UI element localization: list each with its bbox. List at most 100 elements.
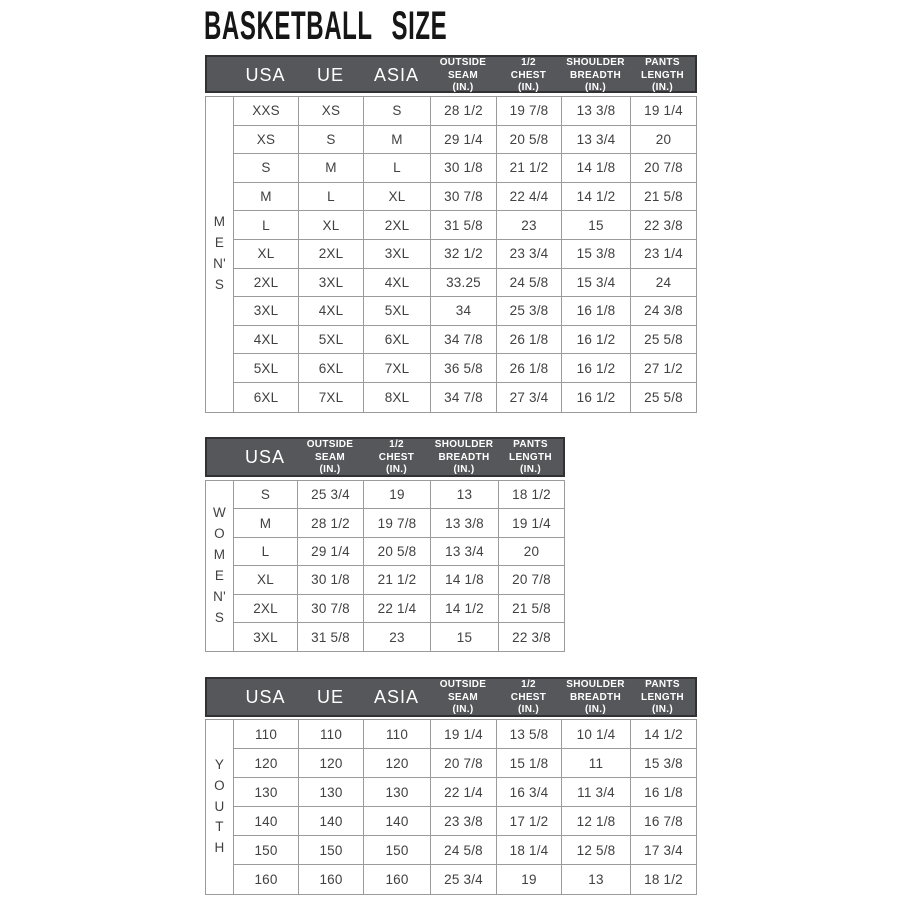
table-cell: 5XL <box>299 325 364 355</box>
table-cell: 4XL <box>234 325 299 355</box>
table-cell: 17 3/4 <box>631 836 696 865</box>
table-cell: 13 <box>562 865 631 894</box>
table-cell: 25 3/4 <box>431 865 497 894</box>
table-cell: 16 1/8 <box>631 778 696 807</box>
table-cell: 25 3/4 <box>298 481 364 510</box>
table-cell: 19 <box>497 865 562 894</box>
table-cell: 140 <box>299 807 364 836</box>
table-cell: 120 <box>299 749 364 778</box>
table-cell: XS <box>234 125 299 155</box>
table-cell: 23 <box>364 622 431 652</box>
table-cell: 23 1/4 <box>631 239 696 269</box>
column-header-shoulder: SHOULDER BREADTH (IN.) <box>434 439 494 475</box>
table-cell: 13 5/8 <box>497 720 562 749</box>
table-cell: 150 <box>234 836 299 865</box>
table-cell: 24 <box>631 268 696 298</box>
table-cell: 33.25 <box>431 268 497 298</box>
column-header-outside: OUTSIDE SEAM (IN.) <box>439 679 487 715</box>
table-cell: S <box>299 125 364 155</box>
table-cell: 13 3/4 <box>562 125 631 155</box>
table-cell: 20 5/8 <box>364 537 431 567</box>
table-cell: 20 7/8 <box>631 154 696 183</box>
table-cell: 19 1/4 <box>631 97 696 126</box>
table-cell: 16 1/2 <box>562 354 631 383</box>
table-cell: 22 1/4 <box>431 778 497 807</box>
table-cell: S <box>234 481 298 510</box>
table-cell: XL <box>299 211 364 240</box>
table-cell: 110 <box>299 720 364 749</box>
table-cell: 19 1/4 <box>499 509 564 538</box>
table-cell: 120 <box>234 749 299 778</box>
table-cell: 27 3/4 <box>497 382 562 412</box>
table-cell: 3XL <box>364 239 431 269</box>
table-cell: 19 7/8 <box>364 509 431 538</box>
column-header-outside: OUTSIDE SEAM (IN.) <box>306 439 354 475</box>
table-cell: 22 3/8 <box>631 211 696 240</box>
table-cell: XL <box>364 182 431 212</box>
column-header-pants: PANTS LENGTH (IN.) <box>641 57 684 93</box>
column-header-asia: ASIA <box>373 687 420 708</box>
table-cell: 140 <box>364 807 431 836</box>
table-cell: 2XL <box>234 594 298 623</box>
table-cell: M <box>234 182 299 212</box>
table-cell: 30 1/8 <box>298 566 364 595</box>
column-header-usa: USA <box>245 65 286 86</box>
table-cell: M <box>234 509 298 538</box>
column-header-1-2: 1/2 CHEST (IN.) <box>378 439 415 475</box>
table-cell: 34 7/8 <box>431 382 497 412</box>
table-cell: 21 1/2 <box>497 154 562 183</box>
table-cell: 18 1/2 <box>499 481 564 510</box>
table-cell: 130 <box>234 778 299 807</box>
table-cell: 23 3/8 <box>431 807 497 836</box>
table-cell: 4XL <box>364 268 431 298</box>
column-header-shoulder: SHOULDER BREADTH (IN.) <box>566 679 625 715</box>
table-cell: 22 4/4 <box>497 182 562 212</box>
table-cell: 13 3/4 <box>431 537 499 567</box>
table-cell: 140 <box>234 807 299 836</box>
table-cell: 18 1/4 <box>497 836 562 865</box>
column-header-asia: ASIA <box>373 65 420 86</box>
column-header-pants: PANTS LENGTH (IN.) <box>509 439 552 475</box>
table-cell: 2XL <box>299 239 364 269</box>
table-cell: 34 7/8 <box>431 325 497 355</box>
table-cell: 6XL <box>364 325 431 355</box>
table-cell: L <box>234 537 298 567</box>
table-cell: 16 1/2 <box>562 382 631 412</box>
table-cell: 6XL <box>234 382 299 412</box>
size-table-womens: USA OUTSIDE SEAM (IN.) 1/2 CHEST (IN.) SHOU… <box>205 437 565 653</box>
womens-header-row: USA OUTSIDE SEAM (IN.) 1/2 CHEST (IN.) SHOU… <box>205 437 565 477</box>
table-cell: 36 5/8 <box>431 354 497 383</box>
table-cell: 20 7/8 <box>431 749 497 778</box>
table-cell: 15 <box>431 622 499 652</box>
table-cell: 15 3/8 <box>562 239 631 269</box>
table-cell: 22 1/4 <box>364 594 431 623</box>
table-cell: 31 5/8 <box>298 622 364 652</box>
table-cell: 16 1/2 <box>562 325 631 355</box>
table-cell: 21 5/8 <box>499 594 564 623</box>
table-cell: 19 <box>364 481 431 510</box>
mens-table-body: M E N' S XXS XS S 28 1/2 19 7/8 13 3/8 19 1/4 XS… <box>205 96 697 413</box>
table-cell: 14 1/8 <box>431 566 499 595</box>
table-cell: L <box>364 154 431 183</box>
table-cell: 28 1/2 <box>431 97 497 126</box>
table-cell: 120 <box>364 749 431 778</box>
table-cell: 14 1/2 <box>631 720 696 749</box>
table-cell: 10 1/4 <box>562 720 631 749</box>
column-header-ue: UE <box>316 687 344 708</box>
size-table-mens: USA UE ASIA OUTSIDE SEAM (IN.) 1/2 CHEST (IN… <box>205 55 697 413</box>
table-cell: 11 3/4 <box>562 778 631 807</box>
table-cell: 110 <box>234 720 299 749</box>
womens-table-body: W O M E N' S S 25 3/4 19 13 18 1/2 M 28 1/2 19 7… <box>205 480 565 653</box>
table-cell: 19 1/4 <box>431 720 497 749</box>
table-cell: 6XL <box>299 354 364 383</box>
table-cell: 150 <box>299 836 364 865</box>
table-cell: 4XL <box>299 297 364 326</box>
table-cell: 3XL <box>234 622 298 652</box>
column-header-ue: UE <box>316 65 344 86</box>
table-cell: S <box>364 97 431 126</box>
table-cell: 21 5/8 <box>631 182 696 212</box>
table-cell: 26 1/8 <box>497 325 562 355</box>
column-header-1-2: 1/2 CHEST (IN.) <box>510 57 547 93</box>
table-cell: 130 <box>299 778 364 807</box>
